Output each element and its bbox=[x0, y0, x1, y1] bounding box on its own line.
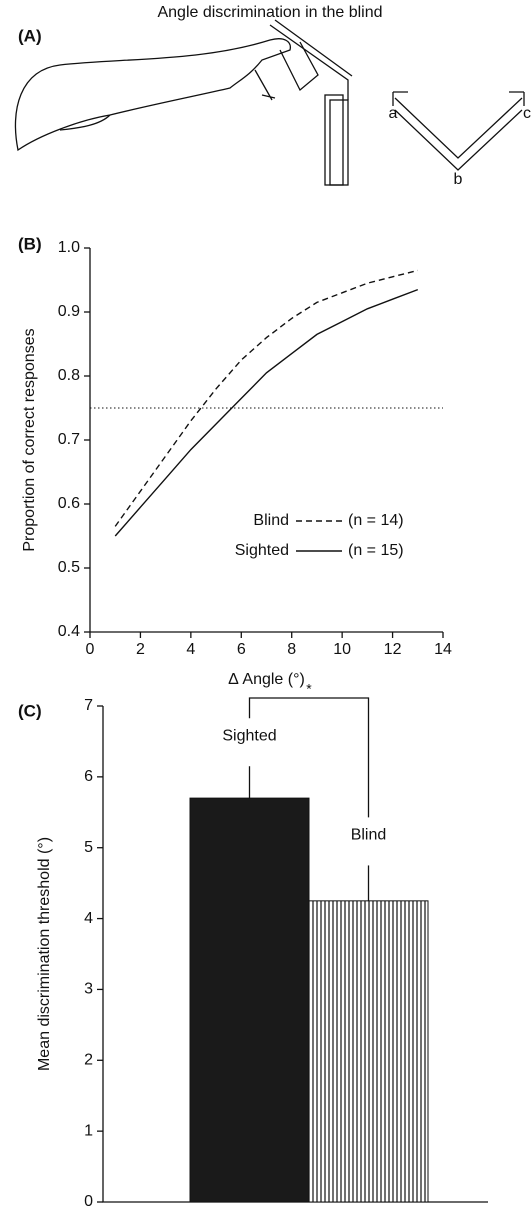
y-tick-label: 0.7 bbox=[58, 431, 80, 448]
y-axis-label: Mean discrimination threshold (°) bbox=[36, 837, 53, 1071]
y-tick-label: 4 bbox=[84, 910, 93, 927]
legend-note: (n = 15) bbox=[348, 542, 404, 559]
y-tick-label: 3 bbox=[84, 981, 93, 998]
angle-label: a bbox=[389, 105, 398, 122]
y-tick-label: 5 bbox=[84, 839, 93, 856]
x-tick-label: 12 bbox=[384, 641, 402, 658]
y-tick-label: 0.8 bbox=[58, 367, 80, 384]
y-tick-label: 0.5 bbox=[58, 559, 80, 576]
y-tick-label: 1 bbox=[84, 1122, 93, 1139]
panel-label: (C) bbox=[18, 701, 42, 720]
legend-label: Sighted bbox=[235, 542, 289, 559]
x-tick-label: 14 bbox=[434, 641, 452, 658]
y-tick-label: 0.9 bbox=[58, 303, 80, 320]
y-tick-label: 7 bbox=[84, 697, 93, 714]
figure-title: Angle discrimination in the blind bbox=[157, 4, 382, 21]
series-line bbox=[114, 288, 419, 537]
y-axis-label: Proportion of correct responses bbox=[21, 328, 38, 551]
arm-illustration bbox=[14, 19, 353, 186]
axis-line bbox=[89, 248, 443, 633]
bar bbox=[189, 797, 310, 1203]
x-tick-label: 0 bbox=[86, 641, 95, 658]
angle-label: b bbox=[454, 171, 463, 188]
y-tick-label: 0.6 bbox=[58, 495, 80, 512]
angle-diagram bbox=[392, 91, 525, 171]
bar bbox=[308, 900, 429, 1203]
y-tick-label: 0.4 bbox=[58, 623, 80, 640]
y-tick-label: 1.0 bbox=[58, 239, 80, 256]
y-tick-label: 6 bbox=[84, 768, 93, 785]
y-tick-label: 0 bbox=[84, 1193, 93, 1210]
x-axis-label: Δ Angle (°) bbox=[228, 671, 305, 688]
bar-label: Blind bbox=[351, 827, 387, 844]
significance-label: * bbox=[306, 681, 312, 697]
legend-note: (n = 14) bbox=[348, 512, 404, 529]
x-tick-label: 10 bbox=[333, 641, 351, 658]
bar-label: Sighted bbox=[222, 727, 276, 744]
series-line bbox=[114, 269, 418, 527]
significance-bracket bbox=[248, 697, 370, 818]
panel-label: (A) bbox=[18, 26, 42, 45]
x-tick-label: 2 bbox=[136, 641, 145, 658]
panel-label: (B) bbox=[18, 234, 42, 253]
x-tick-label: 4 bbox=[186, 641, 195, 658]
y-tick-label: 2 bbox=[84, 1052, 93, 1069]
x-tick-label: 8 bbox=[287, 641, 296, 658]
x-tick-label: 6 bbox=[237, 641, 246, 658]
legend-label: Blind bbox=[253, 512, 289, 529]
angle-label: c bbox=[523, 105, 531, 122]
